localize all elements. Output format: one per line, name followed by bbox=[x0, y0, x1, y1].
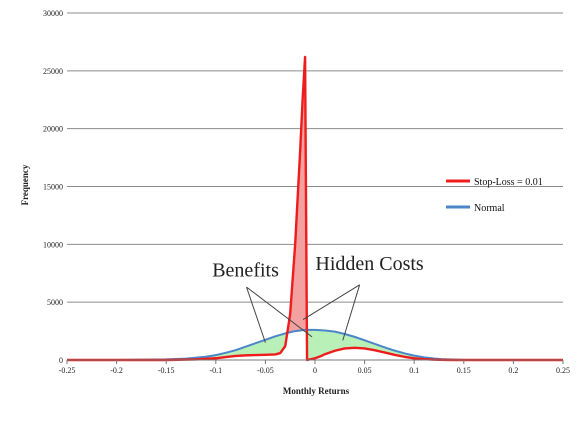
x-tick-label: 0 bbox=[313, 366, 317, 375]
x-tick-label: 0.1 bbox=[409, 366, 419, 375]
y-tick-label: 30000 bbox=[43, 9, 63, 18]
x-tick-label: -0.1 bbox=[209, 366, 222, 375]
y-tick-label: 25000 bbox=[43, 67, 63, 76]
legend-label-normal: Normal bbox=[474, 203, 505, 214]
pointer-hidden-costs-right bbox=[342, 284, 361, 341]
annotations: Benefits Hidden Costs bbox=[212, 253, 424, 343]
x-tick-label: 0.2 bbox=[508, 366, 518, 375]
annotation-hidden-costs: Hidden Costs bbox=[315, 253, 424, 275]
legend: Stop-Loss = 0.01 Normal bbox=[446, 177, 543, 214]
x-axis-title: Monthly Returns bbox=[283, 386, 350, 396]
x-tick-label: -0.05 bbox=[257, 366, 274, 375]
pointer-benefits-right bbox=[246, 286, 313, 338]
x-tick-label: -0.15 bbox=[158, 366, 175, 375]
x-tick-label: -0.2 bbox=[110, 366, 123, 375]
series-line-normal bbox=[67, 328, 563, 361]
y-tick-label: 0 bbox=[59, 356, 63, 365]
y-tick-label: 15000 bbox=[43, 183, 63, 192]
pointer-hidden-costs-left bbox=[302, 284, 360, 320]
pointer-benefits-left bbox=[246, 286, 266, 343]
y-tick-label: 5000 bbox=[47, 298, 63, 307]
x-tick-label: 0.25 bbox=[556, 366, 570, 375]
axes: 0 5000 10000 15000 20000 25000 30000 -0.25 -0.2 -… bbox=[43, 9, 570, 375]
annotation-benefits: Benefits bbox=[212, 260, 279, 282]
y-tick-label: 20000 bbox=[43, 125, 63, 134]
x-tick-label: 0.15 bbox=[457, 366, 471, 375]
gridlines bbox=[67, 12, 563, 303]
y-axis-title: Frequency bbox=[20, 164, 30, 205]
x-tick-label: -0.25 bbox=[59, 366, 76, 375]
x-tick-label: 0.05 bbox=[358, 366, 372, 375]
legend-label-stop-loss: Stop-Loss = 0.01 bbox=[474, 177, 543, 188]
y-tick-label: 10000 bbox=[43, 240, 63, 249]
